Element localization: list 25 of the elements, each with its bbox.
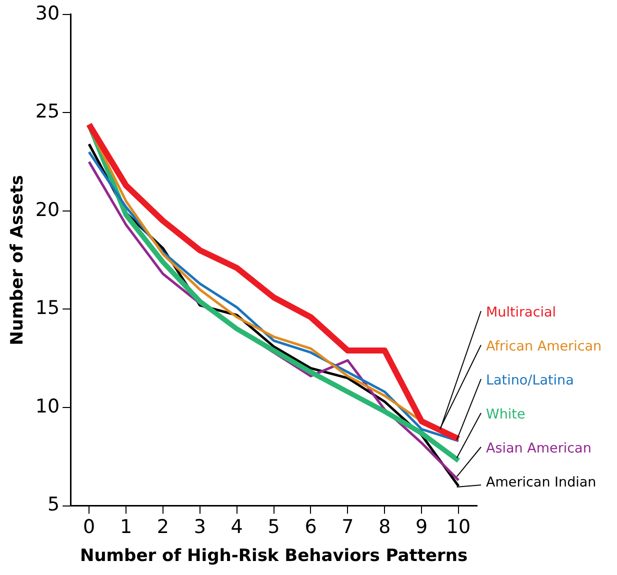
- y-tick-label: 5: [47, 494, 60, 516]
- x-tick-label: 10: [446, 516, 471, 538]
- legend-label: American Indian: [486, 474, 596, 490]
- x-tick-label: 4: [230, 516, 243, 538]
- x-tick-label: 0: [83, 516, 96, 538]
- text: African American: [486, 338, 602, 354]
- y-tick-label: 25: [35, 100, 60, 123]
- x-tick-label: 9: [416, 516, 428, 538]
- x-axis-title: Number of High-Risk Behaviors Patterns: [80, 546, 468, 566]
- x-tick-label: 1: [120, 516, 132, 538]
- y-tick-label: 15: [35, 297, 60, 320]
- x-tick-label: 5: [268, 516, 280, 538]
- x-tick-label: 8: [378, 516, 391, 538]
- y-tick-label: 30: [35, 2, 60, 24]
- text: White: [486, 406, 526, 422]
- text: Latino/Latina: [486, 372, 574, 388]
- y-tick-label: 20: [35, 198, 60, 221]
- x-tick-label: 2: [156, 516, 169, 538]
- x-tick-label: 3: [194, 516, 206, 538]
- x-tick-label: 6: [304, 516, 317, 538]
- y-tick-label: 10: [35, 395, 60, 418]
- text: Asian American: [486, 440, 592, 456]
- text: Multiracial: [486, 304, 556, 320]
- x-tick-label: 7: [342, 516, 354, 538]
- y-axis-title: Number of Assets: [8, 174, 28, 346]
